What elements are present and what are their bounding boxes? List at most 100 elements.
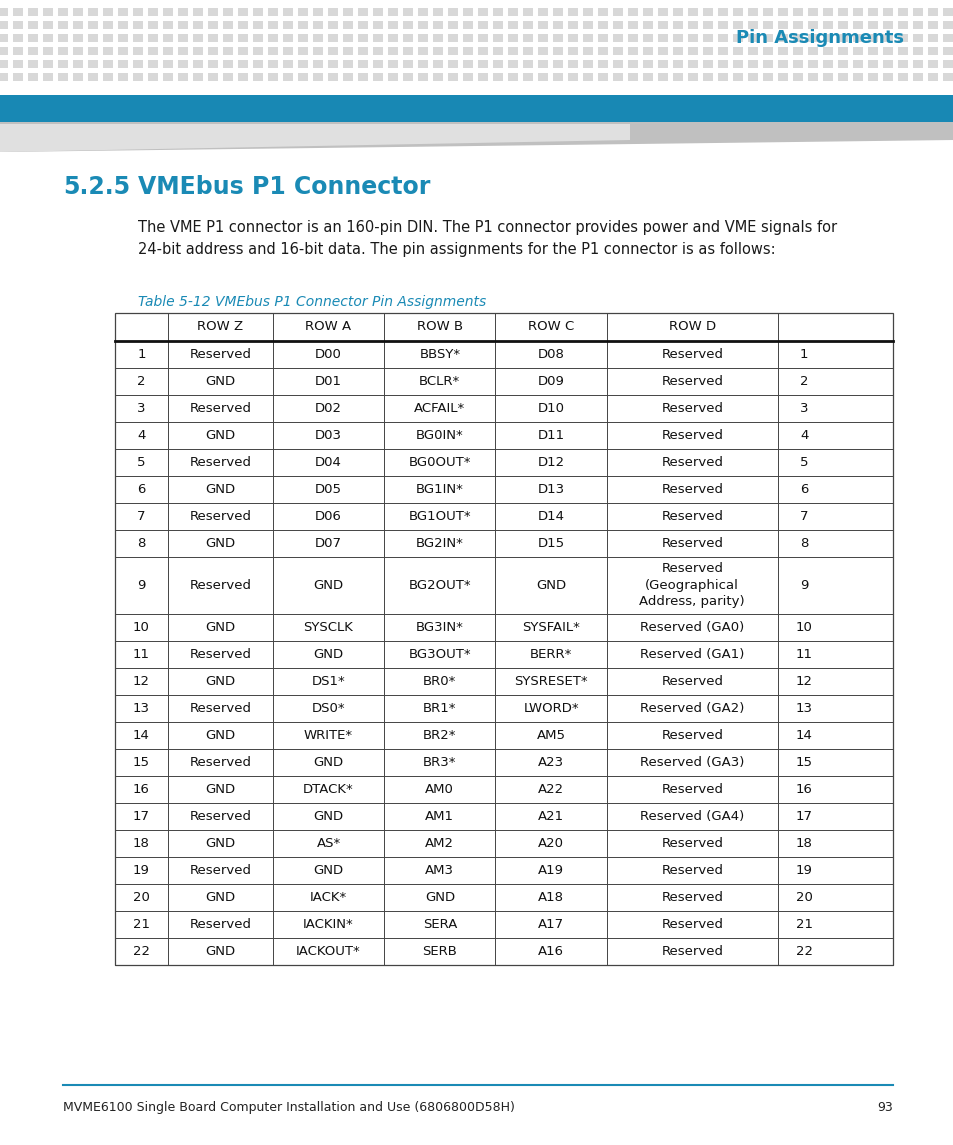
Bar — [402, 47, 413, 55]
Text: 17: 17 — [795, 810, 812, 823]
Bar — [912, 47, 923, 55]
Text: DTACK*: DTACK* — [303, 783, 354, 796]
Bar — [867, 34, 877, 42]
Bar — [567, 21, 578, 29]
Text: SYSFAIL*: SYSFAIL* — [521, 621, 579, 634]
Text: GND: GND — [205, 783, 235, 796]
Bar — [627, 8, 638, 16]
Bar — [642, 60, 652, 68]
Bar — [313, 60, 323, 68]
Text: Reserved: Reserved — [660, 537, 722, 550]
Bar — [115, 313, 892, 965]
Bar — [897, 21, 907, 29]
Polygon shape — [0, 124, 629, 152]
Bar — [627, 47, 638, 55]
Bar — [658, 60, 667, 68]
Bar — [778, 34, 787, 42]
Text: Reserved: Reserved — [660, 918, 722, 931]
Text: 5: 5 — [137, 456, 146, 469]
Text: Reserved
(Geographical
Address, parity): Reserved (Geographical Address, parity) — [639, 562, 744, 608]
Text: IACKIN*: IACKIN* — [303, 918, 354, 931]
Bar — [493, 47, 502, 55]
Bar — [148, 73, 158, 81]
Text: Reserved: Reserved — [660, 676, 722, 688]
Bar — [313, 21, 323, 29]
Bar — [822, 60, 832, 68]
Bar — [73, 60, 83, 68]
Text: SYSCLK: SYSCLK — [303, 621, 354, 634]
Text: GND: GND — [205, 891, 235, 905]
Bar — [0, 95, 953, 123]
Bar — [718, 47, 727, 55]
Polygon shape — [0, 123, 953, 152]
Text: GND: GND — [314, 579, 343, 592]
Text: D00: D00 — [314, 348, 341, 361]
Bar — [792, 60, 802, 68]
Bar — [598, 60, 607, 68]
Bar — [627, 21, 638, 29]
Bar — [73, 73, 83, 81]
Bar — [462, 8, 473, 16]
Bar — [103, 73, 112, 81]
Bar — [627, 73, 638, 81]
Text: D12: D12 — [537, 456, 564, 469]
Bar — [582, 60, 593, 68]
Bar — [373, 8, 382, 16]
Bar — [598, 47, 607, 55]
Bar — [553, 34, 562, 42]
Bar — [193, 60, 203, 68]
Bar — [357, 73, 368, 81]
Bar — [477, 60, 488, 68]
Bar — [103, 60, 112, 68]
Text: BR0*: BR0* — [423, 676, 456, 688]
Bar — [762, 8, 772, 16]
Bar — [642, 34, 652, 42]
Text: GND: GND — [536, 579, 565, 592]
Text: 7: 7 — [800, 510, 808, 523]
Text: 14: 14 — [795, 729, 812, 742]
Bar — [897, 34, 907, 42]
Bar — [882, 21, 892, 29]
Bar — [417, 60, 428, 68]
Text: 6: 6 — [800, 483, 807, 496]
Bar — [837, 60, 847, 68]
Bar — [357, 60, 368, 68]
Bar — [328, 21, 337, 29]
Bar — [0, 47, 8, 55]
Bar — [522, 8, 533, 16]
Bar — [613, 34, 622, 42]
Bar — [837, 34, 847, 42]
Bar — [223, 73, 233, 81]
Bar — [912, 8, 923, 16]
Bar — [718, 60, 727, 68]
Text: 3: 3 — [137, 402, 146, 414]
Bar — [208, 34, 218, 42]
Text: A19: A19 — [537, 864, 563, 877]
Text: Pin Assignments: Pin Assignments — [735, 29, 903, 47]
Text: 5: 5 — [800, 456, 808, 469]
Bar — [582, 21, 593, 29]
Bar — [313, 73, 323, 81]
Bar — [328, 47, 337, 55]
Text: D07: D07 — [314, 537, 342, 550]
Bar — [462, 47, 473, 55]
Bar — [268, 34, 277, 42]
Text: 20: 20 — [132, 891, 150, 905]
Bar — [43, 60, 53, 68]
Bar — [357, 8, 368, 16]
Bar — [103, 21, 112, 29]
Bar — [73, 21, 83, 29]
Bar — [417, 34, 428, 42]
Bar — [822, 73, 832, 81]
Bar — [448, 73, 457, 81]
Text: Reserved (GA3): Reserved (GA3) — [639, 756, 743, 769]
Bar — [88, 47, 98, 55]
Bar — [88, 73, 98, 81]
Text: DS1*: DS1* — [312, 676, 345, 688]
Bar — [718, 73, 727, 81]
Bar — [193, 8, 203, 16]
Bar — [852, 60, 862, 68]
Bar — [522, 21, 533, 29]
Bar — [208, 8, 218, 16]
Text: GND: GND — [424, 891, 455, 905]
